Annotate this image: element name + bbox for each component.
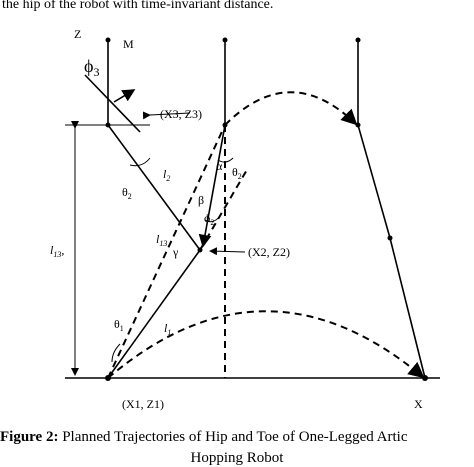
angle-arc xyxy=(111,343,121,363)
joint xyxy=(222,37,228,43)
caption-line2: Hopping Robot xyxy=(191,450,285,466)
x1z1-label: (X1, Z1) xyxy=(122,397,164,411)
label-part: ϕ xyxy=(204,211,210,225)
l2-label: l2 xyxy=(163,167,170,183)
l13-label: l13 xyxy=(156,232,167,248)
m-label: M xyxy=(123,37,134,51)
angle-arc xyxy=(129,157,151,167)
body-orientation xyxy=(84,74,141,133)
label-part: l xyxy=(164,321,168,335)
label-part: 2 xyxy=(210,218,214,227)
x2z2-label: (X2, Z2) xyxy=(248,245,290,259)
label-part: , xyxy=(61,243,64,257)
joint xyxy=(355,37,361,43)
label-part: θ xyxy=(114,317,120,331)
phi3-label: ϕ3 xyxy=(84,56,99,79)
angle-arc xyxy=(217,157,234,163)
joint xyxy=(387,235,393,241)
alpha-label: α xyxy=(216,159,223,173)
label-part: 1 xyxy=(167,328,171,337)
callout xyxy=(142,111,191,120)
label-part: θ xyxy=(122,185,128,199)
theta2-right-label: θ2 xyxy=(232,165,242,181)
l13-dashed xyxy=(107,124,226,379)
caption-line1: Figure 2: Planned Trajectories of Hip an… xyxy=(0,429,408,445)
label-part: l xyxy=(50,243,54,257)
shank-third xyxy=(389,237,426,379)
theta1-label: θ1 xyxy=(114,317,124,333)
label-part: l xyxy=(156,232,160,246)
label-part: 2 xyxy=(238,172,242,181)
header-text: the hip of the robot with time-invariant… xyxy=(2,0,273,12)
orientation-arrow xyxy=(113,89,136,103)
thigh-second xyxy=(198,124,226,248)
z-axis-label: Z xyxy=(74,27,81,41)
label-part: ϕ xyxy=(84,56,93,76)
toe-trajectory xyxy=(107,310,425,379)
label-part: Planned Trajectories of Hip and Toe of O… xyxy=(62,429,408,445)
label-part: 13 xyxy=(53,250,61,259)
label-part: 1 xyxy=(120,324,124,333)
x-axis-label: X xyxy=(414,397,423,411)
angle-arc xyxy=(204,215,221,223)
label-part: l xyxy=(163,167,167,181)
x3z3-label: (X3, Z3) xyxy=(160,107,202,121)
hip-trajectory xyxy=(224,91,358,126)
thigh-third xyxy=(357,124,391,239)
label-part: 13 xyxy=(159,239,167,248)
joint xyxy=(105,37,111,43)
phi2-label: ϕ2 xyxy=(204,211,214,227)
label-part: θ xyxy=(232,165,238,179)
callout xyxy=(209,247,246,256)
label-part: 2 xyxy=(128,192,132,201)
l13-axis-label: l13, xyxy=(50,243,64,259)
thigh xyxy=(107,124,201,251)
gamma-label: γ xyxy=(172,245,179,259)
shank xyxy=(107,249,201,379)
label-part: 2 xyxy=(166,174,170,183)
label-part: 3 xyxy=(93,65,99,79)
l1-label: l1 xyxy=(164,321,171,337)
beta-label: β xyxy=(198,193,204,207)
theta2-left-label: θ2 xyxy=(122,185,132,201)
label-part: Figure 2: xyxy=(0,429,58,445)
